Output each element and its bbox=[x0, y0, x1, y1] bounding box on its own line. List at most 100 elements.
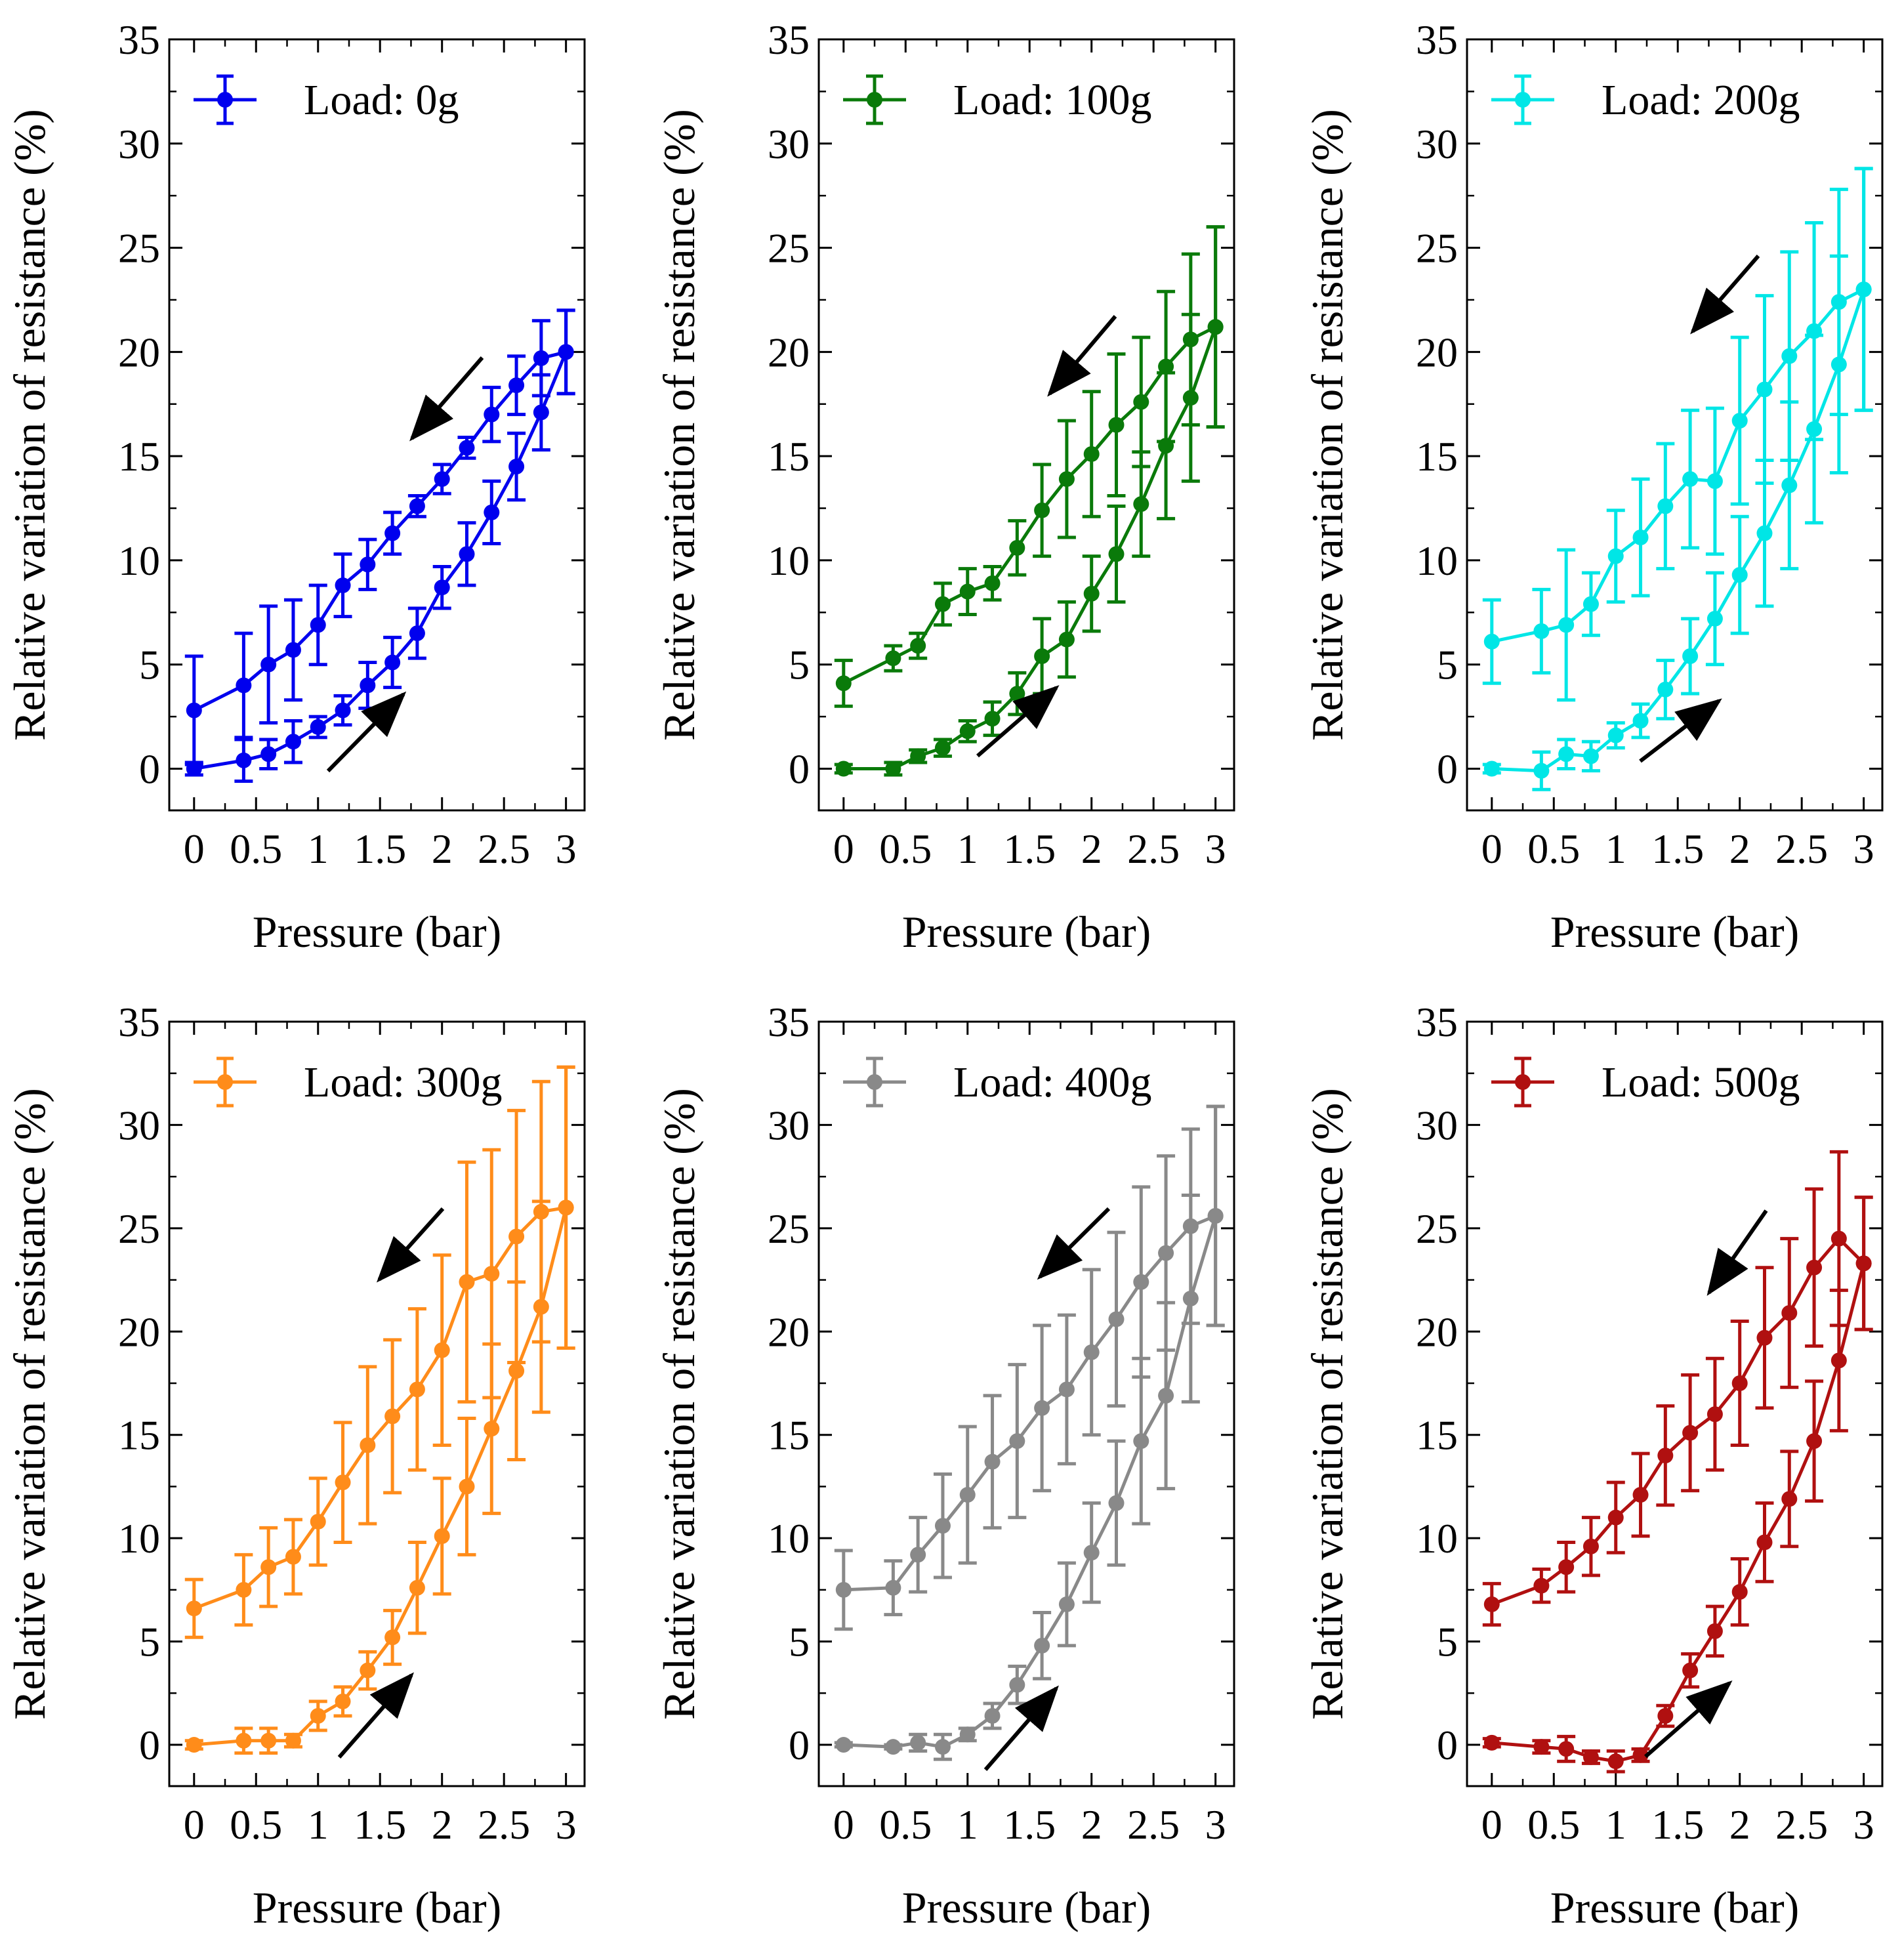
x-tick-label: 0.5 bbox=[1527, 825, 1580, 872]
legend-label: Load: 0g bbox=[304, 76, 459, 124]
data-point bbox=[1731, 413, 1748, 429]
series-unloading bbox=[1482, 167, 1873, 702]
series-line bbox=[193, 1205, 567, 1610]
x-tick-label: 2 bbox=[1081, 1801, 1102, 1848]
data-point bbox=[310, 1513, 326, 1530]
unloading-arrow bbox=[1037, 1207, 1111, 1280]
data-point bbox=[484, 504, 500, 520]
series-line bbox=[842, 325, 1216, 685]
data-point bbox=[1806, 323, 1823, 339]
data-point bbox=[1058, 1596, 1075, 1612]
data-point bbox=[959, 723, 976, 740]
x-tick-label: 2 bbox=[1081, 825, 1102, 872]
data-point bbox=[236, 752, 252, 768]
legend-marker bbox=[1515, 1074, 1531, 1090]
data-point bbox=[260, 656, 277, 673]
data-point bbox=[434, 1528, 450, 1545]
x-tick-label: 3 bbox=[1205, 1801, 1226, 1848]
x-tick-label: 1 bbox=[1605, 825, 1626, 872]
data-point bbox=[1533, 623, 1550, 639]
data-point bbox=[186, 1600, 202, 1617]
data-point bbox=[835, 675, 852, 692]
data-point bbox=[835, 761, 852, 777]
y-tick-label: 0 bbox=[789, 745, 810, 792]
series-unloading bbox=[184, 308, 575, 766]
x-tick-label: 3 bbox=[556, 1801, 577, 1848]
x-tick-label: 3 bbox=[556, 825, 577, 872]
x-tick-label: 1.5 bbox=[1003, 1801, 1056, 1848]
y-axis-title: Relative variation of resistance (%) bbox=[654, 1088, 704, 1720]
chart-panel-4: 0 5 10 15 20 25 30 35 0 0.5 1 1.5 2 2.5 3 Pressure (bar… bbox=[5, 999, 586, 1932]
x-tick-label: 3 bbox=[1205, 825, 1226, 872]
x-tick-label: 1.5 bbox=[1003, 825, 1056, 872]
data-point bbox=[1207, 1207, 1224, 1224]
x-axis-title: Pressure (bar) bbox=[1550, 1883, 1800, 1932]
legend-marker bbox=[217, 92, 233, 108]
series-unloading bbox=[834, 225, 1225, 708]
x-tick-label: 0.5 bbox=[879, 1801, 932, 1848]
data-point bbox=[508, 1228, 525, 1245]
chart-panel-1: 0 5 10 15 20 25 30 35 0 0.5 1 1.5 2 2.5 3 Pressure (bar… bbox=[5, 16, 586, 957]
data-point bbox=[1083, 585, 1100, 602]
data-point bbox=[1158, 358, 1174, 375]
data-point bbox=[1182, 331, 1199, 348]
y-tick-label: 0 bbox=[1437, 745, 1458, 792]
y-tick-label: 10 bbox=[118, 1515, 160, 1562]
data-point bbox=[1830, 294, 1847, 310]
data-point bbox=[484, 1266, 500, 1282]
data-point bbox=[1133, 394, 1149, 410]
x-tick-label: 0 bbox=[1481, 1801, 1502, 1848]
y-tick-label: 35 bbox=[118, 16, 160, 63]
y-tick-label: 20 bbox=[1416, 329, 1458, 375]
data-point bbox=[1133, 1274, 1149, 1290]
data-point bbox=[1582, 1749, 1599, 1765]
legend: Load: 400g bbox=[843, 1056, 1151, 1108]
data-point bbox=[533, 404, 549, 421]
data-point bbox=[1830, 1230, 1847, 1247]
y-tick-label: 15 bbox=[1416, 1412, 1458, 1459]
x-tick-label: 2 bbox=[432, 1801, 453, 1848]
data-point bbox=[459, 1274, 475, 1290]
x-tick-label: 2 bbox=[432, 825, 453, 872]
data-point bbox=[1830, 1352, 1847, 1369]
data-point bbox=[1108, 1495, 1125, 1511]
data-point bbox=[885, 1579, 901, 1596]
data-point bbox=[1158, 1245, 1174, 1261]
x-tick-label: 0.5 bbox=[1527, 1801, 1580, 1848]
y-tick-label: 30 bbox=[1416, 1102, 1458, 1148]
data-point bbox=[984, 711, 1001, 727]
legend-label: Load: 100g bbox=[953, 76, 1151, 124]
y-tick-label: 20 bbox=[1416, 1308, 1458, 1355]
x-tick-label: 0 bbox=[1481, 825, 1502, 872]
data-point bbox=[1058, 1381, 1075, 1398]
y-axis-title: Relative variation of resistance (%) bbox=[1302, 109, 1352, 741]
plot-frame bbox=[1466, 1020, 1884, 1787]
data-point bbox=[459, 1478, 475, 1495]
y-tick-label: 15 bbox=[768, 433, 810, 480]
data-point bbox=[434, 471, 450, 488]
data-point bbox=[310, 719, 326, 735]
data-point bbox=[934, 1518, 951, 1534]
x-tick-label: 2.5 bbox=[1775, 825, 1828, 872]
data-point bbox=[1657, 498, 1674, 514]
y-tick-label: 25 bbox=[118, 225, 160, 272]
data-point bbox=[1108, 417, 1125, 433]
x-tick-label: 2 bbox=[1729, 825, 1750, 872]
y-tick-label: 35 bbox=[1416, 999, 1458, 1045]
data-point bbox=[1756, 381, 1773, 398]
y-tick-label: 25 bbox=[118, 1205, 160, 1252]
data-point bbox=[1533, 1739, 1550, 1755]
data-point bbox=[1731, 1584, 1748, 1600]
data-point bbox=[1182, 1218, 1199, 1234]
data-point bbox=[1009, 1433, 1025, 1449]
y-tick-label: 10 bbox=[1416, 537, 1458, 584]
data-point bbox=[1806, 1259, 1823, 1276]
x-tick-label: 2.5 bbox=[478, 1801, 530, 1848]
data-point bbox=[1607, 548, 1624, 564]
x-tick-label: 1 bbox=[1605, 1801, 1626, 1848]
y-tick-label: 15 bbox=[768, 1412, 810, 1459]
data-point bbox=[835, 1737, 852, 1753]
legend: Load: 100g bbox=[843, 74, 1151, 125]
data-point bbox=[335, 1693, 351, 1709]
legend-label: Load: 400g bbox=[953, 1058, 1151, 1106]
